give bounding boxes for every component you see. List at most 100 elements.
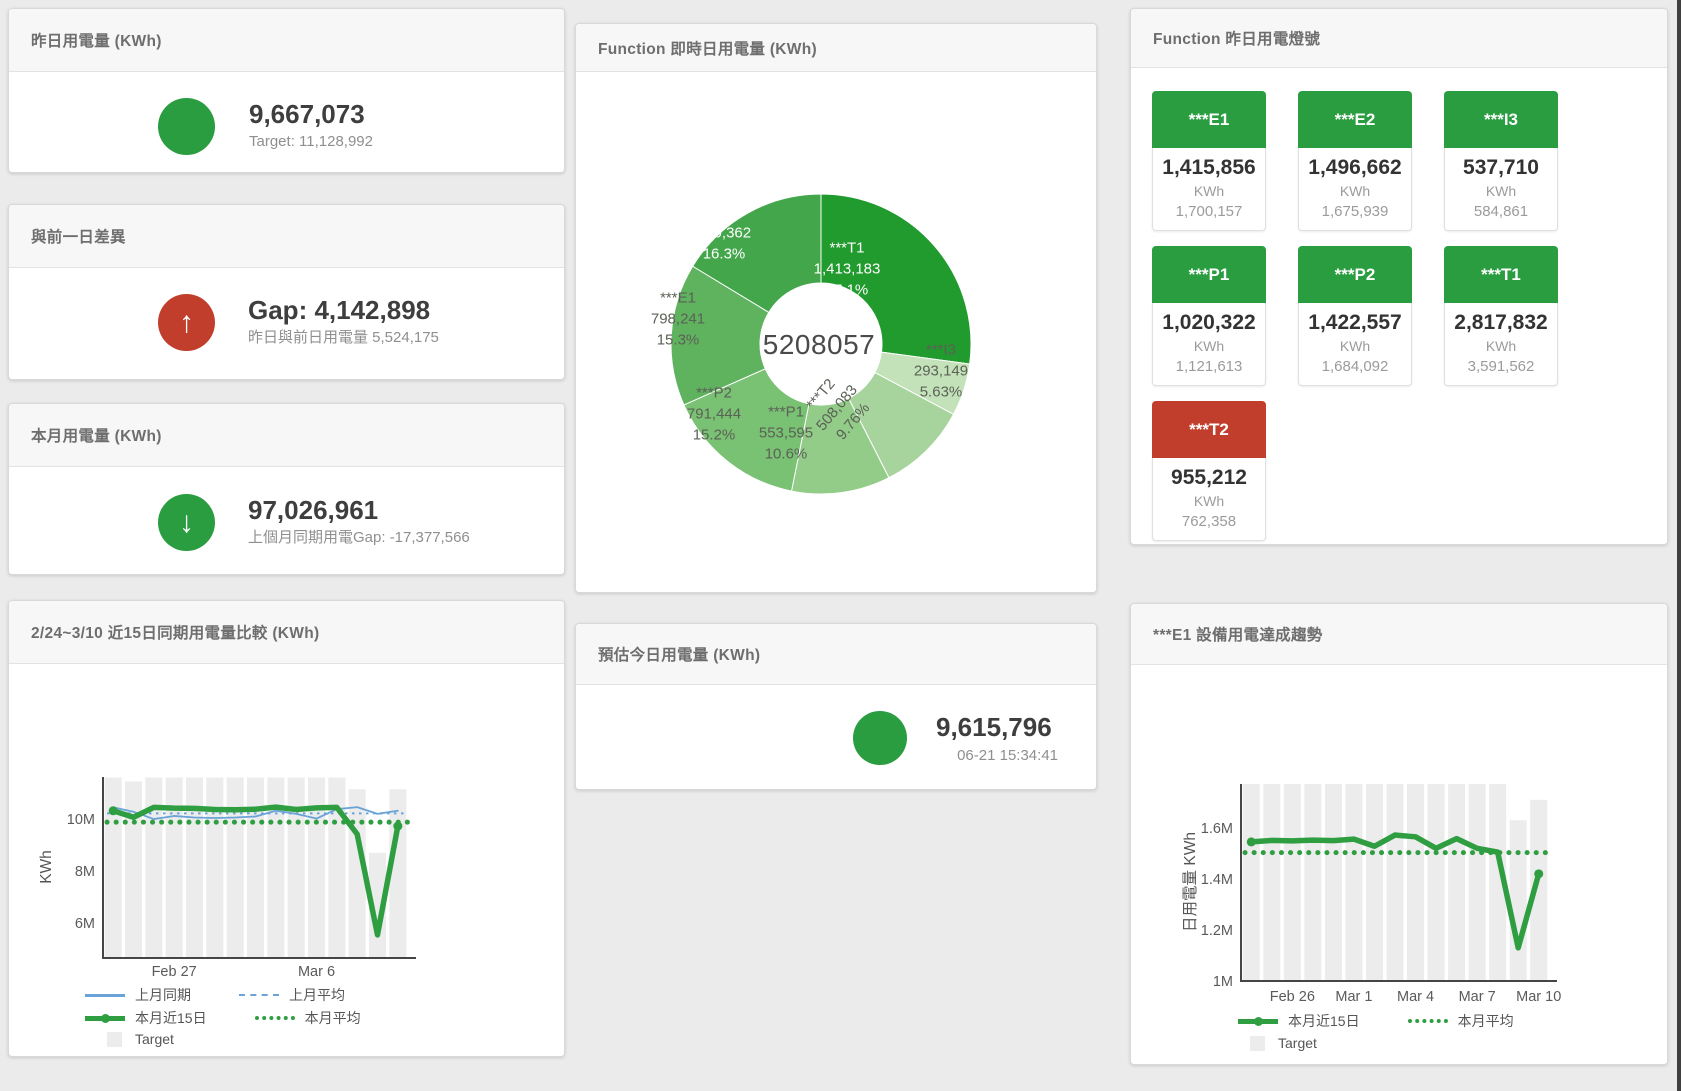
stat-value: 97,026,961 — [248, 495, 379, 525]
target-bar — [369, 852, 386, 958]
tile-value: 1,496,662 — [1308, 156, 1402, 179]
tile-unit: KWh — [1485, 183, 1517, 199]
legend-dot — [1254, 1016, 1263, 1026]
target-bar — [1530, 799, 1548, 981]
target-bar — [1448, 784, 1466, 981]
tile-target: 1,121,613 — [1175, 358, 1243, 375]
legend-item-last-month-avg[interactable]: 上月平均 — [289, 987, 345, 1003]
tile-unit: KWh — [1193, 493, 1225, 509]
svg-text:1M: 1M — [1213, 974, 1233, 990]
target-bar — [1468, 784, 1486, 981]
tile-body: 1,496,662 KWh 1,675,939 — [1298, 148, 1412, 231]
tile-header: ***P1 — [1152, 246, 1266, 303]
legend-target-sample — [107, 1031, 122, 1047]
legend-row-1: 上月同期 上月平均 — [85, 985, 345, 1005]
light-tile-E1: ***E1 1,415,856 KWh 1,700,157 — [1152, 91, 1266, 231]
donut-center-total: 5208057 — [762, 329, 876, 360]
status-circle-green — [853, 711, 907, 765]
tile-unit: KWh — [1193, 338, 1225, 354]
panel-title-text: 本月用電量 (KWh) — [31, 428, 162, 445]
svg-text:8M: 8M — [75, 864, 95, 880]
legend-row-1: 本月近15日 本月平均 — [1238, 1011, 1514, 1031]
legend-dot — [101, 1013, 110, 1023]
tile-value: 955,212 — [1171, 466, 1247, 489]
donut-slice-P2[interactable] — [683, 368, 810, 492]
legend-item-target[interactable]: Target — [1278, 1035, 1317, 1051]
target-bar — [287, 777, 305, 958]
tile-value: 1,020,322 — [1162, 311, 1256, 334]
target-bar — [1283, 784, 1301, 981]
legend-item-this-month[interactable]: 本月近15日 — [1288, 1013, 1360, 1029]
target-bar — [1407, 784, 1425, 981]
panel-month-usage: 本月用電量 (KWh) ↓ 97,026,961 上個月同期用電Gap: -17… — [8, 403, 565, 575]
target-bar — [104, 777, 122, 958]
legend-item-target[interactable]: Target — [135, 1031, 174, 1047]
light-tile-E2: ***E2 1,496,662 KWh 1,675,939 — [1298, 91, 1412, 231]
stat-value: Gap: 4,142,898 — [248, 295, 431, 325]
legend-item-this-month[interactable]: 本月近15日 — [135, 1010, 207, 1026]
legend-item-this-month-avg[interactable]: 本月平均 — [1457, 1013, 1514, 1029]
stat-subtitle: 上個月同期用電Gap: -17,377,566 — [248, 529, 470, 546]
compare-chart[interactable]: 6M 8M 10M Feb 27 Mar 6 KWh — [9, 601, 566, 1058]
donut-chart[interactable] — [576, 24, 1098, 594]
legend-item-last-month[interactable]: 上月同期 — [135, 987, 191, 1003]
legend-target-sample — [1250, 1035, 1265, 1051]
svg-text:1.4M: 1.4M — [1201, 872, 1233, 888]
page-scrollbar[interactable] — [1677, 0, 1681, 1091]
tile-value: 1,422,557 — [1308, 311, 1402, 334]
panel-15day-compare: 2/24~3/10 近15日同期用電量比較 (KWh) 6M 8M 10M Feb 2… — [8, 600, 565, 1057]
target-bar — [308, 777, 325, 958]
series-line — [1248, 832, 1542, 951]
legend-row-3: Target — [107, 1031, 174, 1047]
stat-subtitle: Target: 11,128,992 — [249, 133, 373, 150]
tile-unit: KWh — [1193, 183, 1225, 199]
panel-title: 本月用電量 (KWh) — [9, 404, 564, 467]
svg-text:Mar 4: Mar 4 — [1397, 989, 1434, 1005]
lights-grid: ***E1 1,415,856 KWh 1,700,157 ***E2 1,496,662… — [1152, 91, 1558, 541]
svg-text:Mar 7: Mar 7 — [1459, 989, 1496, 1005]
tile-target: 1,675,939 — [1321, 203, 1389, 220]
panel-title-text: 昨日用電量 (KWh) — [31, 33, 162, 50]
panel-estimate-today: 預估今日用電量 (KWh) 9,615,796 06-21 15:34:41 — [575, 623, 1097, 790]
panel-day-gap: 與前一日差異 ↑ Gap: 4,142,898 昨日與前日用電量 5,524,1… — [8, 204, 565, 380]
target-bar — [247, 777, 264, 958]
legend-dots-sample — [254, 1016, 295, 1020]
light-tile-T1: ***T1 2,817,832 KWh 3,591,562 — [1444, 246, 1558, 386]
panel-title: 2/24~3/10 近15日同期用電量比較 (KWh) — [9, 601, 564, 664]
target-bar — [1509, 820, 1527, 981]
tile-body: 1,415,856 KWh 1,700,157 — [1152, 148, 1266, 231]
svg-text:6M: 6M — [75, 916, 95, 932]
panel-title: Function 即時日用電量 (KWh) — [576, 24, 1096, 72]
target-bar — [1365, 784, 1383, 981]
legend-thick-sample — [1238, 1016, 1278, 1026]
svg-text:Feb 26: Feb 26 — [1270, 989, 1315, 1005]
svg-text:Mar 10: Mar 10 — [1516, 989, 1561, 1005]
svg-text:1.6M: 1.6M — [1201, 821, 1233, 837]
arrow-down-glyph: ↓ — [179, 505, 194, 539]
target-bar — [145, 777, 163, 958]
arrow-down-icon: ↓ — [158, 494, 215, 551]
trend-chart[interactable]: 1M 1.2M 1.4M 1.6M Feb 26 Mar 1 Mar 4 Mar 7 Mar 1… — [1131, 604, 1669, 1066]
stat-value: 9,667,073 — [249, 99, 365, 129]
target-bar — [165, 777, 183, 958]
tile-header: ***E2 — [1298, 91, 1412, 148]
panel-e1-trend: ***E1 設備用電達成趨勢 1M 1.2M 1.4M 1.6M Feb 26 Mar 1… — [1130, 603, 1668, 1065]
legend-line-sample — [85, 993, 125, 997]
light-tile-I3: ***I3 537,710 KWh 584,861 — [1444, 91, 1558, 231]
light-tile-P2: ***P2 1,422,557 KWh 1,684,092 — [1298, 246, 1412, 386]
donut-slice-T1[interactable] — [820, 193, 972, 365]
svg-text:日用電量 KWh: 日用電量 KWh — [1182, 832, 1199, 932]
panel-yesterday-usage: 昨日用電量 (KWh) 9,667,073 Target: 11,128,992 — [8, 8, 565, 173]
panel-title: 昨日用電量 (KWh) — [9, 9, 564, 72]
tile-body: 2,817,832 KWh 3,591,562 — [1444, 303, 1558, 386]
light-tile-P1: ***P1 1,020,322 KWh 1,121,613 — [1152, 246, 1266, 386]
legend-item-this-month-avg[interactable]: 本月平均 — [304, 1010, 361, 1026]
tile-unit: KWh — [1485, 338, 1517, 354]
donut-slice-E1[interactable] — [670, 265, 770, 406]
svg-text:KWh: KWh — [38, 850, 55, 884]
panel-title-text: 預估今日用電量 (KWh) — [598, 647, 761, 664]
donut-slice-E2[interactable] — [692, 193, 822, 314]
svg-text:Mar 6: Mar 6 — [298, 964, 335, 980]
tile-header: ***E1 — [1152, 91, 1266, 148]
target-bar — [1345, 784, 1363, 981]
